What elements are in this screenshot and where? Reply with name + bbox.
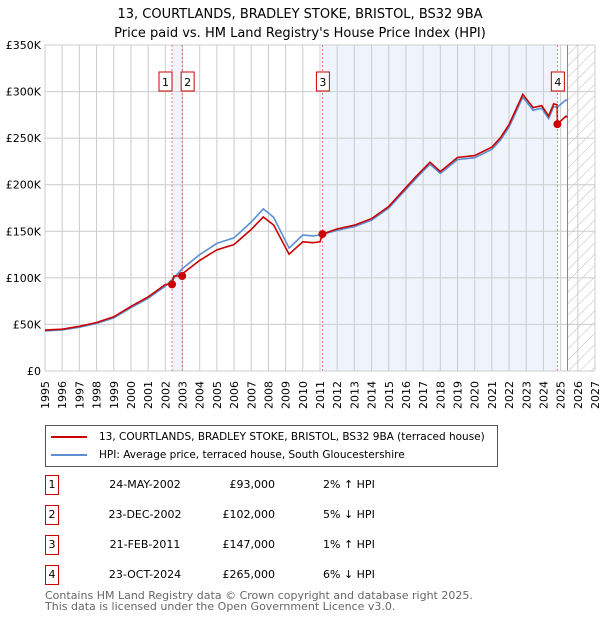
sale-point: [178, 271, 187, 280]
x-tick-label: 2015: [383, 381, 396, 409]
legend: 13, COURTLANDS, BRADLEY STOKE, BRISTOL, …: [45, 425, 498, 467]
sale-marker-label: 2: [184, 76, 191, 89]
x-tick-label: 2025: [555, 381, 568, 409]
sale-point: [318, 230, 327, 239]
sale-hpi: 5% ↓ HPI: [323, 508, 375, 521]
x-tick-label: 2002: [159, 381, 172, 409]
sale-marker-box: [315, 71, 330, 92]
x-tick-label: 2003: [177, 381, 190, 409]
sale-hpi: 1% ↑ HPI: [323, 538, 375, 551]
legend-item-hpi: HPI: Average price, terraced house, Sout…: [51, 447, 405, 463]
sale-marker: 2: [45, 505, 59, 525]
footer: Contains HM Land Registry data © Crown c…: [45, 590, 473, 612]
sale-price: £102,000: [222, 508, 276, 521]
hpi-line: [44, 95, 568, 332]
sale-marker-label: 1: [162, 76, 169, 89]
sale-hpi: 2% ↑ HPI: [323, 478, 375, 491]
x-tick-label: 1995: [39, 381, 52, 409]
sale-marker-box: [180, 71, 195, 92]
x-tick-label: 2020: [469, 381, 482, 409]
y-tick-label: £250K: [6, 132, 42, 145]
x-tick-label: 2009: [280, 381, 293, 409]
y-tick-label: £300K: [6, 86, 42, 99]
sale-price: £147,000: [222, 538, 276, 551]
y-tick-label: £200K: [6, 179, 42, 192]
sale-date: 23-OCT-2024: [108, 568, 182, 581]
sale-hpi: 6% ↓ HPI: [323, 568, 375, 581]
y-tick-label: £100K: [6, 272, 42, 285]
sale-row: 4 23-OCT-2024 £265,000 6% ↓ HPI: [45, 565, 445, 585]
sale-marker-box: [158, 71, 173, 92]
sale-marker: 4: [45, 565, 59, 585]
shaded-band: [172, 45, 183, 371]
x-tick-label: 2010: [297, 381, 310, 409]
x-tick-label: 2005: [211, 381, 224, 409]
x-tick-label: 2026: [572, 381, 585, 409]
x-tick-label: 2012: [331, 381, 344, 409]
price-chart: 1995 1996 1997 1998 1999 2000 2001 2002 2003 2004…: [6, 39, 600, 409]
x-tick-label: 2004: [194, 381, 207, 409]
x-tick-label: 2017: [417, 381, 430, 409]
x-tick-label: 1999: [108, 381, 121, 409]
licence-text: This data is licensed under the Open Gov…: [45, 600, 396, 613]
x-tick-label: 2006: [228, 381, 241, 409]
y-tick-label: £350K: [6, 39, 42, 52]
copyright-text: Contains HM Land Registry data © Crown c…: [45, 589, 473, 602]
x-tick-label: 1996: [56, 381, 69, 409]
x-tick-label: 2014: [366, 381, 379, 409]
sale-marker-label: 3: [319, 76, 326, 89]
x-tick-label: 1998: [91, 381, 104, 409]
sale-row: 3 21-FEB-2011 £147,000 1% ↑ HPI: [45, 535, 445, 555]
sale-row: 2 23-DEC-2002 £102,000 5% ↓ HPI: [45, 505, 445, 525]
x-tick-label: 2024: [537, 381, 550, 409]
subtitle: Price paid vs. HM Land Registry's House …: [114, 26, 486, 41]
sale-point: [168, 280, 177, 289]
x-tick-label: 2018: [434, 381, 447, 409]
legend-item-property: 13, COURTLANDS, BRADLEY STOKE, BRISTOL, …: [51, 429, 485, 445]
title: 13, COURTLANDS, BRADLEY STOKE, BRISTOL, …: [117, 7, 483, 22]
x-tick-label: 1997: [73, 381, 86, 409]
sale-marker: 3: [45, 535, 59, 555]
sale-price: £93,000: [229, 478, 276, 491]
x-tick-label: 2008: [262, 381, 275, 409]
sale-date: 24-MAY-2002: [109, 478, 181, 491]
y-tick-label: £50K: [13, 318, 42, 331]
y-tick-label: £0: [27, 365, 41, 378]
legend-label: HPI: Average price, terraced house, Sout…: [99, 449, 405, 461]
forecast-hatch: [567, 45, 595, 371]
chart-title: 13, COURTLANDS, BRADLEY STOKE, BRISTOL, …: [0, 5, 600, 43]
x-tick-label: 2016: [400, 381, 413, 409]
x-tick-label: 2019: [452, 381, 465, 409]
legend-swatch: [51, 454, 87, 456]
x-tick-label: 2007: [245, 381, 258, 409]
sale-point: [553, 120, 562, 129]
sale-marker: 1: [45, 475, 59, 495]
x-tick-label: 2022: [503, 381, 516, 409]
sale-marker-box: [550, 71, 565, 92]
legend-swatch: [51, 436, 87, 438]
x-tick-label: 2013: [348, 381, 361, 409]
legend-label: 13, COURTLANDS, BRADLEY STOKE, BRISTOL, …: [99, 431, 485, 443]
x-tick-label: 2011: [314, 381, 327, 409]
y-tick-label: £150K: [6, 225, 42, 238]
x-tick-label: 2023: [520, 381, 533, 409]
x-tick-label: 2021: [486, 381, 499, 409]
x-tick-label: 2027: [589, 381, 600, 409]
sale-date: 21-FEB-2011: [109, 538, 181, 551]
sale-date: 23-DEC-2002: [108, 508, 182, 521]
sale-marker-label: 4: [554, 76, 561, 89]
x-tick-label: 2001: [142, 381, 155, 409]
sale-row: 1 24-MAY-2002 £93,000 2% ↑ HPI: [45, 475, 445, 495]
sale-price: £265,000: [222, 568, 276, 581]
x-tick-label: 2000: [125, 381, 138, 409]
